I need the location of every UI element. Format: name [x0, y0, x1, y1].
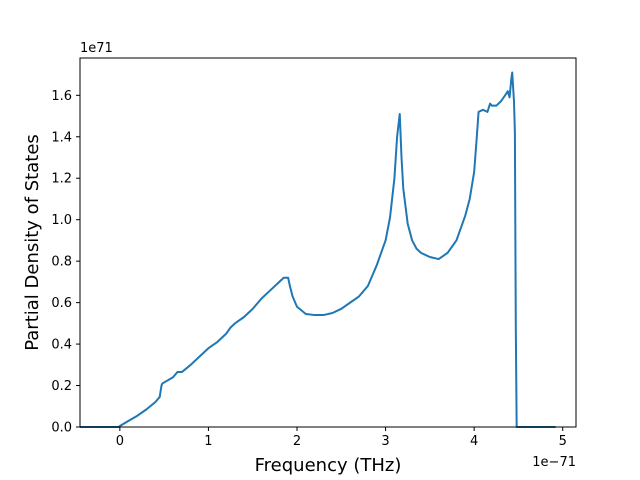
- y-tick-label: 0.8: [51, 255, 72, 270]
- y-axis-offset-label: 1e71: [80, 41, 113, 56]
- y-tick-label: 1.0: [51, 213, 72, 228]
- y-tick-label: 1.6: [51, 89, 72, 104]
- y-axis-label: Partial Density of States: [22, 134, 43, 351]
- y-tick-label: 0.6: [51, 296, 72, 311]
- y-tick-label: 0.4: [51, 338, 72, 353]
- series-line-0: [80, 71, 556, 428]
- x-axis-label: Frequency (THz): [255, 455, 402, 476]
- y-tick-label: 0.0: [51, 421, 72, 436]
- y-tick-label: 0.2: [51, 379, 72, 394]
- x-axis-ticks: 0 1 2 3 4 5: [116, 427, 567, 449]
- y-tick-label: 1.4: [51, 130, 72, 145]
- y-tick-label: 1.2: [51, 172, 72, 187]
- x-tick-label: 5: [559, 434, 567, 449]
- x-tick-label: 1: [204, 434, 212, 449]
- x-tick-label: 3: [381, 434, 389, 449]
- x-tick-label: 2: [293, 434, 301, 449]
- x-tick-label: 4: [470, 434, 478, 449]
- y-axis-ticks: 0.0 0.2 0.4 0.6 0.8 1.0 1.2 1.4 1.6: [51, 89, 80, 436]
- plot-area-frame: [79, 57, 577, 428]
- series-layer: [80, 71, 556, 428]
- x-axis-offset-label: 1e−71: [532, 455, 576, 470]
- x-tick-label: 0: [116, 434, 124, 449]
